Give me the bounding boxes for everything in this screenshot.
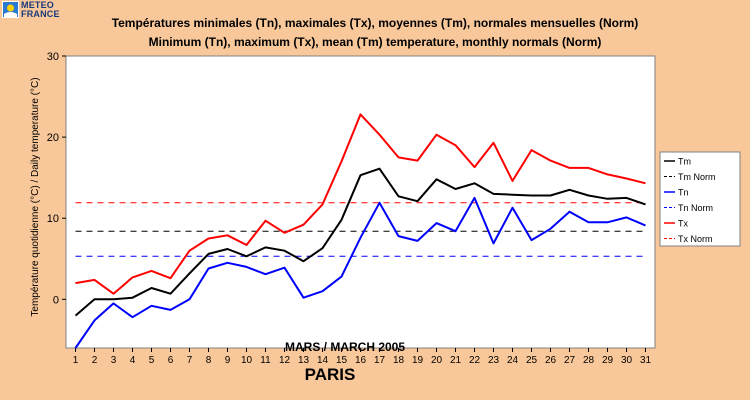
x-tick-label: 6 — [168, 355, 174, 366]
y-tick-label: 20 — [47, 132, 59, 144]
plot-area — [65, 55, 656, 349]
series-layer — [74, 113, 646, 349]
x-tick-label: 9 — [225, 355, 231, 366]
x-tick-label: 30 — [621, 355, 633, 366]
legend-label-tm-norm: Tm Norm — [678, 172, 716, 182]
x-tick-label: 21 — [450, 355, 462, 366]
x-tick-label: 19 — [412, 355, 424, 366]
series-line-tm — [74, 167, 646, 317]
x-tick-label: 20 — [431, 355, 443, 366]
logo-text-line2: FRANCE — [21, 9, 60, 19]
meteo-france-logo-icon — [2, 1, 19, 18]
legend: Tm Tm Norm Tn Tn Norm Tx Tx Norm — [659, 151, 741, 247]
x-tick-label: 16 — [355, 355, 367, 366]
x-tick-label: 15 — [336, 355, 348, 366]
x-tick-label: 31 — [640, 355, 652, 366]
legend-label-tn: Tn — [678, 188, 689, 198]
y-tick-label: 0 — [53, 294, 59, 306]
city-name: PARIS — [304, 365, 356, 384]
x-tick-label: 18 — [393, 355, 405, 366]
x-tick-label: 17 — [374, 355, 386, 366]
series-line-tn — [74, 196, 646, 349]
y-tick-label: 30 — [47, 51, 59, 63]
legend-label-tx-norm: Tx Norm — [678, 234, 713, 244]
y-axis-label: Température quotidienne (°C) / Daily tem… — [30, 77, 41, 316]
x-tick-label: 12 — [279, 355, 291, 366]
x-tick-label: 8 — [206, 355, 212, 366]
x-tick-label: 25 — [526, 355, 538, 366]
x-tick-label: 7 — [187, 355, 193, 366]
legend-box — [659, 151, 741, 247]
x-tick-label: 28 — [583, 355, 595, 366]
chart-title-english: Minimum (Tn), maximum (Tx), mean (Tm) te… — [148, 35, 602, 49]
series-line-tx — [75, 113, 646, 295]
legend-label-tx: Tx — [678, 219, 688, 229]
meteo-france-logo: METEO FRANCE — [2, 0, 66, 20]
x-axis-label: MARS / MARCH 2005 — [285, 340, 405, 354]
x-tick-label: 22 — [469, 355, 481, 366]
x-tick-label: 26 — [545, 355, 557, 366]
chart-title-french: Températures minimales (Tn), maximales (… — [111, 16, 639, 30]
x-tick-label: 23 — [488, 355, 500, 366]
x-tick-label: 27 — [564, 355, 576, 366]
legend-label-tm: Tm — [678, 157, 691, 167]
logo-text-line1: METEO — [21, 0, 55, 10]
x-tick-label: 11 — [260, 355, 271, 366]
x-tick-label: 24 — [507, 355, 519, 366]
x-tick-label: 5 — [149, 355, 155, 366]
legend-label-tn-norm: Tn Norm — [678, 203, 713, 213]
x-tick-label: 3 — [111, 355, 117, 366]
x-tick-label: 14 — [317, 355, 329, 366]
y-tick-label: 10 — [47, 213, 59, 225]
x-tick-label: 13 — [298, 355, 310, 366]
x-tick-label: 29 — [602, 355, 614, 366]
x-tick-label: 10 — [241, 355, 253, 366]
x-tick-label: 4 — [130, 355, 136, 366]
x-tick-label: 1 — [73, 355, 79, 366]
x-tick-label: 2 — [92, 355, 98, 366]
